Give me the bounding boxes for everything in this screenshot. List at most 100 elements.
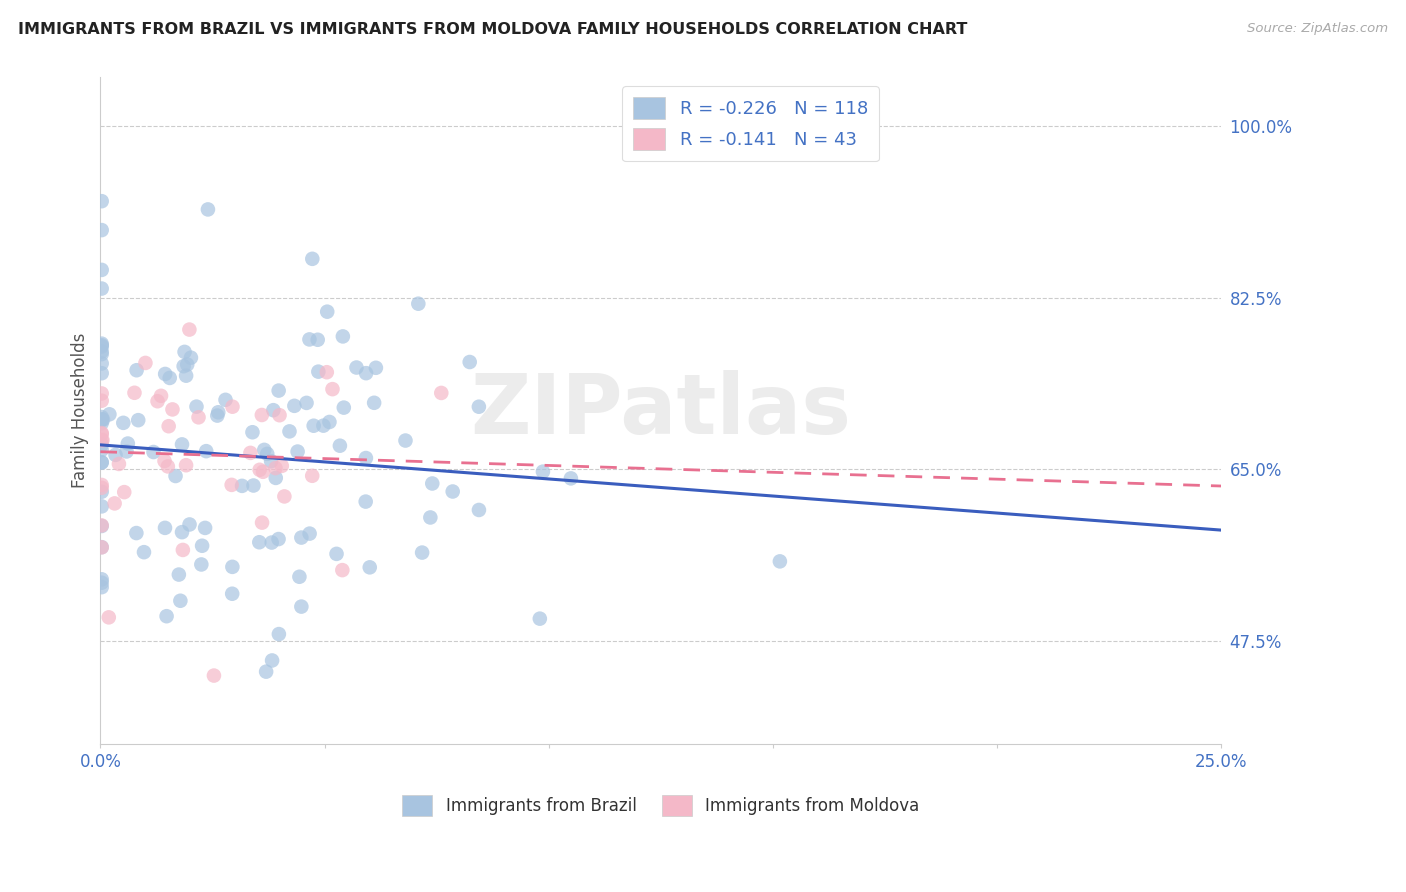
Legend: Immigrants from Brazil, Immigrants from Moldova: Immigrants from Brazil, Immigrants from … <box>395 789 927 822</box>
Point <box>394 434 416 448</box>
Point <box>329 439 352 453</box>
Point <box>221 400 243 414</box>
Point <box>346 360 368 375</box>
Point <box>124 385 146 400</box>
Point <box>197 202 219 217</box>
Point <box>90 344 112 359</box>
Point <box>90 336 112 351</box>
Point <box>90 540 112 554</box>
Point <box>134 356 156 370</box>
Point <box>468 400 491 414</box>
Point <box>468 503 491 517</box>
Point <box>157 419 180 434</box>
Point <box>90 481 112 495</box>
Point <box>301 252 323 266</box>
Point <box>267 627 290 641</box>
Point <box>207 405 229 419</box>
Point <box>112 416 135 430</box>
Point <box>90 223 112 237</box>
Point <box>364 360 387 375</box>
Point <box>165 469 187 483</box>
Point <box>332 329 354 343</box>
Point <box>318 415 340 429</box>
Point <box>155 609 177 624</box>
Point <box>207 409 229 423</box>
Point <box>247 535 270 549</box>
Point <box>172 543 194 558</box>
Point <box>231 479 253 493</box>
Point <box>269 408 291 422</box>
Point <box>195 444 218 458</box>
Point <box>104 448 127 462</box>
Point <box>458 355 481 369</box>
Point <box>202 668 225 682</box>
Point <box>90 347 112 361</box>
Point <box>150 389 173 403</box>
Point <box>91 412 114 426</box>
Point <box>125 526 148 541</box>
Point <box>162 402 184 417</box>
Point <box>90 410 112 425</box>
Point <box>191 539 214 553</box>
Point <box>441 484 464 499</box>
Point <box>256 447 278 461</box>
Point <box>354 494 377 508</box>
Point <box>176 358 198 372</box>
Point <box>90 281 112 295</box>
Point <box>170 525 193 540</box>
Point <box>529 612 551 626</box>
Point <box>312 418 335 433</box>
Point <box>190 558 212 572</box>
Point <box>302 418 325 433</box>
Point <box>354 366 377 380</box>
Point <box>90 426 112 441</box>
Point <box>127 413 149 427</box>
Point <box>179 517 201 532</box>
Point <box>90 572 112 586</box>
Point <box>325 547 347 561</box>
Point <box>90 442 112 457</box>
Point <box>179 322 201 336</box>
Point <box>115 444 138 458</box>
Point <box>90 386 112 401</box>
Point <box>104 496 127 510</box>
Point <box>278 425 301 439</box>
Point <box>221 587 243 601</box>
Point <box>90 366 112 380</box>
Point <box>250 516 273 530</box>
Point <box>288 570 311 584</box>
Point <box>270 458 292 473</box>
Point <box>267 384 290 398</box>
Point <box>90 541 112 555</box>
Point <box>90 518 112 533</box>
Point <box>411 545 433 559</box>
Point <box>90 455 112 469</box>
Text: Source: ZipAtlas.com: Source: ZipAtlas.com <box>1247 22 1388 36</box>
Point <box>531 465 554 479</box>
Point <box>90 575 112 590</box>
Point <box>90 338 112 352</box>
Point <box>146 394 169 409</box>
Point <box>560 471 582 485</box>
Point <box>90 478 112 492</box>
Point <box>170 437 193 451</box>
Point <box>260 454 283 468</box>
Point <box>242 478 264 492</box>
Point <box>156 459 179 474</box>
Point <box>159 371 181 385</box>
Point <box>90 356 112 370</box>
Point <box>419 510 441 524</box>
Point <box>98 407 121 421</box>
Point <box>174 458 197 473</box>
Point <box>315 365 337 379</box>
Point <box>112 485 135 500</box>
Point <box>262 653 284 667</box>
Point <box>90 484 112 499</box>
Point <box>153 367 176 381</box>
Point <box>125 363 148 377</box>
Point <box>273 490 295 504</box>
Y-axis label: Family Households: Family Households <box>72 333 89 488</box>
Point <box>330 563 353 577</box>
Point <box>252 465 274 479</box>
Point <box>108 457 131 471</box>
